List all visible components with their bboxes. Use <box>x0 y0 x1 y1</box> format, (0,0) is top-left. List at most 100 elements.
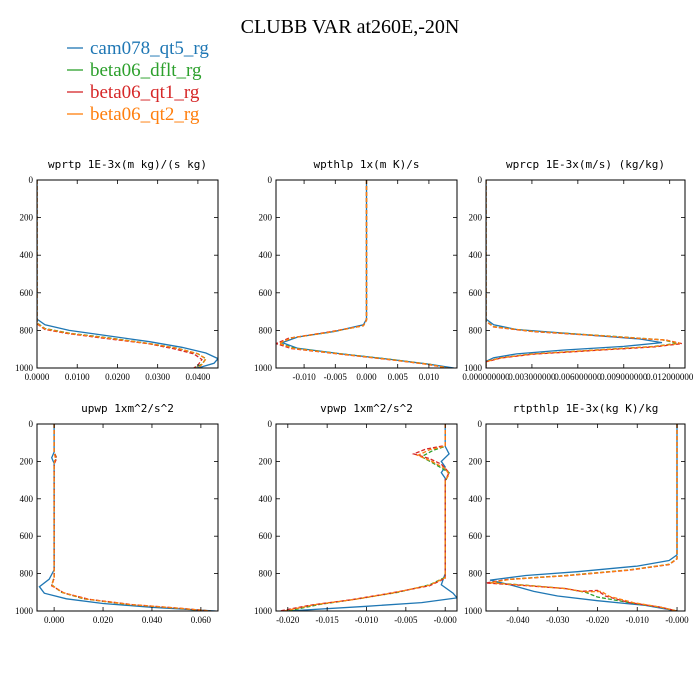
x-tick-label: 0.006000000 <box>554 372 602 382</box>
x-tick-label: 0.0200 <box>105 372 130 382</box>
x-tick-label: -0.020 <box>586 615 610 625</box>
plot-frame <box>36 179 219 369</box>
series-line-cam078_qt5_rg <box>280 180 454 368</box>
series-line-cam078_qt5_rg <box>38 424 216 611</box>
x-tick-label: 0.020 <box>93 615 114 625</box>
series-line-beta06_qt1_rg <box>276 180 448 368</box>
x-tick-label: 0.010 <box>419 372 440 382</box>
x-tick-label: -0.010 <box>626 615 650 625</box>
y-tick-label: 200 <box>20 456 34 466</box>
y-tick-label: 600 <box>259 288 273 298</box>
series-line-beta06_qt2_rg <box>50 424 211 611</box>
x-tick-label: 0.000000000 <box>462 372 510 382</box>
legend-item: beta06_dflt_rg <box>67 60 202 81</box>
series-line-beta06_qt2_rg <box>37 180 207 368</box>
y-tick-label: 400 <box>259 494 273 504</box>
series-line-beta06_dflt_rg <box>50 424 211 611</box>
legend-label: cam078_qt5_rg <box>90 38 209 59</box>
x-tick-label: 0.000 <box>356 372 377 382</box>
y-tick-label: 200 <box>469 213 483 223</box>
y-tick-label: 0 <box>268 419 273 429</box>
y-tick-label: 1000 <box>254 363 273 373</box>
x-tick-label: -0.000 <box>665 615 689 625</box>
y-tick-label: 800 <box>259 325 273 335</box>
plot-frame <box>36 423 219 612</box>
x-tick-label: -0.040 <box>506 615 530 625</box>
figure-title: CLUBB VAR at260E,-20N <box>241 16 460 38</box>
x-tick-label: 0.000 <box>44 615 65 625</box>
x-tick-label: -0.020 <box>276 615 300 625</box>
y-tick-label: 600 <box>20 288 34 298</box>
y-tick-label: 600 <box>469 531 483 541</box>
series-line-cam078_qt5_rg <box>486 180 663 368</box>
x-tick-label: -0.005 <box>394 615 418 625</box>
chart-panel: wprtp 1E-3x(m kg)/(s kg) 0 200 400 600 800 100… <box>15 158 219 382</box>
y-tick-label: 1000 <box>254 606 273 616</box>
y-tick-label: 800 <box>20 325 34 335</box>
legend-label: beta06_dflt_rg <box>90 60 202 81</box>
series-group <box>37 180 218 368</box>
series-line-beta06_qt1_rg <box>486 424 678 611</box>
series-group <box>276 180 454 368</box>
y-tick-label: 200 <box>259 213 273 223</box>
y-tick-label: 400 <box>20 250 34 260</box>
chart-panel: rtpthlp 1E-3x(kg K)/kg 0 200 400 600 800 1000 -… <box>464 402 689 625</box>
panel-title: wprtp 1E-3x(m kg)/(s kg) <box>48 158 207 171</box>
legend-item: beta06_qt1_rg <box>67 82 200 103</box>
y-tick-label: 400 <box>259 250 273 260</box>
y-tick-label: 1000 <box>464 606 483 616</box>
series-line-cam078_qt5_rg <box>287 424 457 611</box>
series-line-beta06_qt1_rg <box>279 424 450 611</box>
chart-panel: wpthlp 1x(m K)/s 0 200 400 600 800 1000 -0.010-… <box>254 158 458 382</box>
series-line-beta06_qt2_rg <box>277 180 448 368</box>
y-tick-label: 800 <box>259 569 273 579</box>
legend: cam078_qt5_rg beta06_dflt_rg beta06_qt1_… <box>67 38 209 125</box>
x-tick-label: 0.009000000 <box>600 372 648 382</box>
x-tick-label: 0.0100 <box>65 372 90 382</box>
plot-frame <box>485 179 686 369</box>
x-tick-label: 0.012000000 <box>646 372 694 382</box>
y-tick-label: 800 <box>469 325 483 335</box>
y-tick-label: 400 <box>20 494 34 504</box>
y-tick-label: 800 <box>469 569 483 579</box>
y-tick-label: 200 <box>259 456 273 466</box>
x-tick-label: -0.030 <box>546 615 570 625</box>
x-tick-label: 0.005 <box>388 372 409 382</box>
y-tick-label: 200 <box>469 456 483 466</box>
x-tick-label: 0.060 <box>191 615 212 625</box>
legend-item: beta06_qt2_rg <box>67 104 200 125</box>
series-group <box>486 424 678 611</box>
y-tick-label: 400 <box>469 250 483 260</box>
series-line-beta06_qt2_rg <box>489 424 678 611</box>
legend-label: beta06_qt1_rg <box>90 82 200 103</box>
plot-frame <box>485 423 686 612</box>
series-group <box>38 424 216 611</box>
series-group <box>279 424 457 611</box>
y-tick-label: 0 <box>478 175 483 185</box>
series-line-beta06_qt2_rg <box>486 180 681 368</box>
series-line-beta06_dflt_rg <box>489 424 678 611</box>
panel-title: wpthlp 1x(m K)/s <box>314 158 420 171</box>
y-tick-label: 600 <box>469 288 483 298</box>
legend-label: beta06_qt2_rg <box>90 104 200 125</box>
x-tick-label: -0.010 <box>355 615 379 625</box>
y-tick-label: 1000 <box>15 363 34 373</box>
x-tick-label: 0.003000000 <box>508 372 556 382</box>
chart-panel: vpwp 1xm^2/s^2 0 200 400 600 800 1000-0.020 -0.… <box>254 402 458 625</box>
x-tick-label: -0.015 <box>316 615 340 625</box>
panel-title: upwp 1xm^2/s^2 <box>81 402 174 415</box>
y-tick-label: 600 <box>259 531 273 541</box>
chart-panel: upwp 1xm^2/s^2 0 200 400 600 800 1000 0.000 0.02… <box>15 402 219 625</box>
y-tick-label: 400 <box>469 494 483 504</box>
series-line-beta06_qt1_rg <box>486 180 683 368</box>
panel-title: rtpthlp 1E-3x(kg K)/kg <box>513 402 659 415</box>
series-line-beta06_qt2_rg <box>283 424 450 611</box>
chart-panel: wprcp 1E-3x(m/s) (kg/kg) 0 200 400 600 800 100… <box>462 158 693 382</box>
x-tick-label: 0.0400 <box>186 372 211 382</box>
series-line-beta06_dflt_rg <box>277 180 448 368</box>
x-tick-label: 0.0000 <box>25 372 50 382</box>
legend-item: cam078_qt5_rg <box>67 38 209 59</box>
series-line-beta06_qt1_rg <box>50 424 211 611</box>
y-tick-label: 0 <box>478 419 483 429</box>
